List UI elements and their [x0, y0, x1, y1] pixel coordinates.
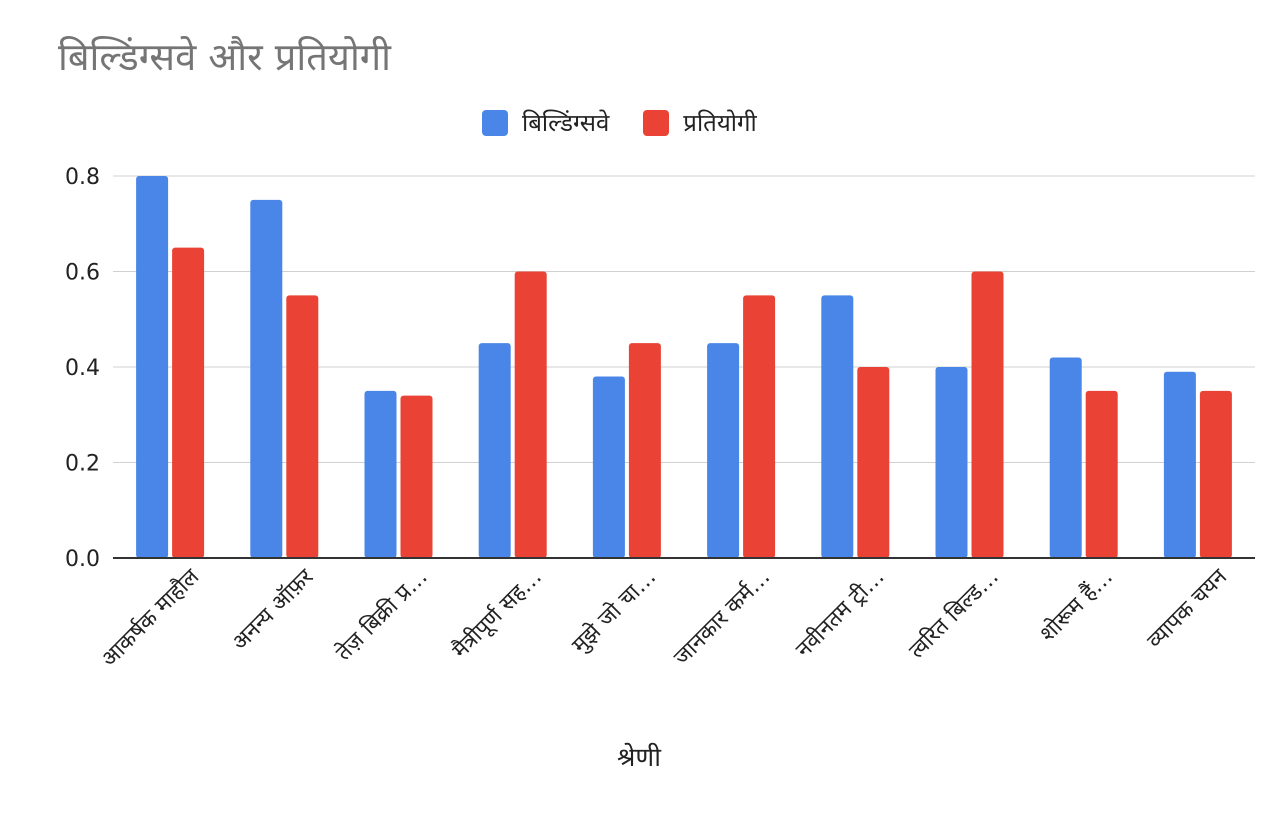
y-tick-label: 0.2	[65, 452, 100, 477]
bar-series-1	[1163, 371, 1196, 558]
legend-swatch-series-2	[643, 109, 670, 136]
bar-series-1	[935, 367, 968, 558]
x-tick-label: जानकार कर्म…	[669, 564, 776, 671]
y-tick-label: 0.6	[65, 261, 100, 286]
x-tick-label: शोरूम हैं…	[1035, 564, 1118, 647]
bar-series-2	[971, 271, 1004, 558]
legend-label-series-1: बिल्डिंग्सवे	[522, 109, 610, 137]
legend-swatch-series-1	[482, 109, 508, 136]
x-tick-label: त्वरित बिल्ड…	[904, 564, 1004, 664]
legend: बिल्डिंग्सवे प्रतियोगी	[482, 106, 757, 139]
bar-series-2	[1085, 390, 1118, 558]
bar-series-1	[364, 390, 397, 558]
y-tick-label: 0.8	[65, 165, 100, 190]
bar-series-2	[857, 367, 890, 558]
y-tick-label: 0.0	[65, 547, 100, 572]
x-tick-label: तेज़ बिक्री प्र…	[331, 564, 433, 666]
bar-series-2	[628, 343, 661, 558]
bar-series-1	[821, 295, 854, 558]
bar-series-1	[136, 176, 169, 558]
bar-series-2	[514, 271, 547, 558]
y-tick-label: 0.4	[65, 356, 100, 381]
bar-series-1	[250, 199, 283, 558]
legend-item-series-2: प्रतियोगी	[643, 106, 757, 139]
bar-series-1	[592, 376, 625, 558]
x-tick-label: मुझे जो चा…	[567, 564, 661, 658]
x-tick-label: नवीनतम ट्री…	[791, 564, 890, 663]
x-tick-label: अनन्य ऑफ़र	[227, 563, 319, 655]
chart-title: बिल्डिंग्सवे और प्रतियोगी	[58, 35, 392, 79]
bar-series-1	[478, 343, 511, 558]
x-tick-label: आकर्षक माहौल	[96, 563, 205, 672]
x-axis-title: श्रेणी	[617, 743, 661, 773]
bar-series-1	[707, 343, 740, 558]
legend-item-series-1: बिल्डिंग्सवे	[482, 106, 609, 139]
bar-series-2	[743, 295, 776, 558]
legend-label-series-2: प्रतियोगी	[683, 109, 757, 137]
bar-series-2	[400, 395, 433, 558]
bar-series-2	[1199, 390, 1232, 558]
bar-series-1	[1049, 357, 1082, 558]
x-tick-label: व्यापक चयन	[1143, 564, 1233, 654]
bar-series-2	[172, 247, 205, 558]
x-tick-label: मैत्रीपूर्ण सह…	[447, 564, 547, 664]
bar-series-2	[286, 295, 319, 558]
